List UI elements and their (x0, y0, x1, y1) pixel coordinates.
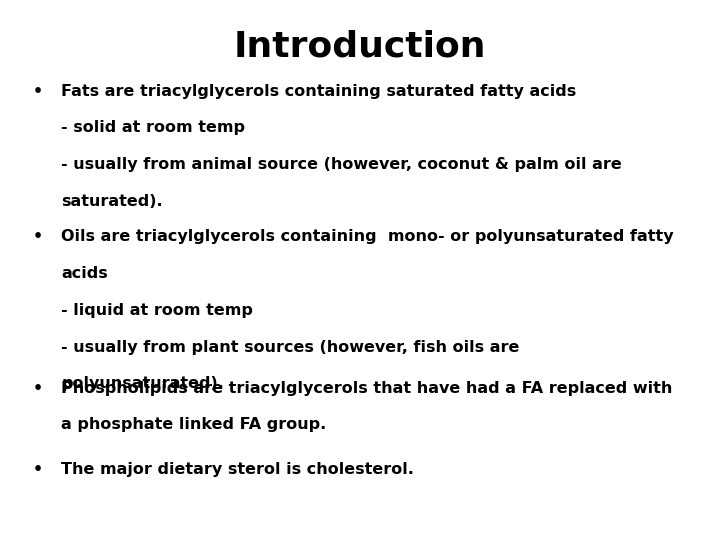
Text: a phosphate linked FA group.: a phosphate linked FA group. (61, 417, 326, 433)
Text: polyunsaturated).: polyunsaturated). (61, 376, 224, 392)
Text: Oils are triacylglycerols containing  mono- or polyunsaturated fatty: Oils are triacylglycerols containing mon… (61, 230, 674, 245)
Text: •: • (32, 462, 42, 477)
Text: saturated).: saturated). (61, 194, 163, 209)
Text: •: • (32, 381, 42, 396)
Text: Phospholipids are triacylglycerols that have had a FA replaced with: Phospholipids are triacylglycerols that … (61, 381, 672, 396)
Text: •: • (32, 84, 42, 99)
Text: •: • (32, 230, 42, 245)
Text: - liquid at room temp: - liquid at room temp (61, 303, 253, 318)
Text: - usually from animal source (however, coconut & palm oil are: - usually from animal source (however, c… (61, 157, 622, 172)
Text: - solid at room temp: - solid at room temp (61, 120, 246, 136)
Text: The major dietary sterol is cholesterol.: The major dietary sterol is cholesterol. (61, 462, 414, 477)
Text: Introduction: Introduction (234, 30, 486, 64)
Text: acids: acids (61, 266, 108, 281)
Text: Fats are triacylglycerols containing saturated fatty acids: Fats are triacylglycerols containing sat… (61, 84, 577, 99)
Text: - usually from plant sources (however, fish oils are: - usually from plant sources (however, f… (61, 340, 520, 355)
